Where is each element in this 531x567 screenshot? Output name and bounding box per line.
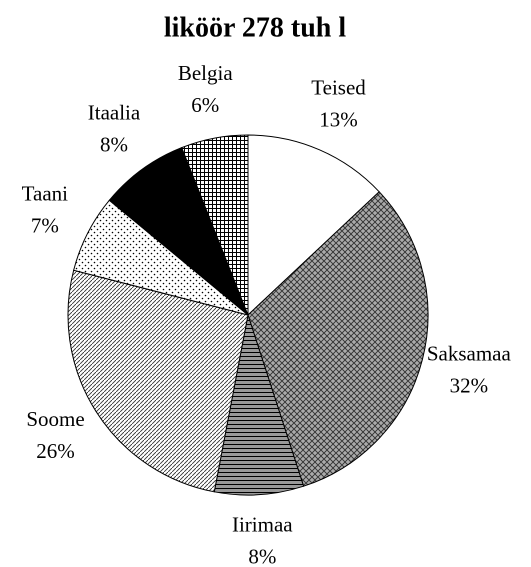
slice-label: Taani [22,181,69,205]
slice-label: Soome [26,407,84,431]
slice-value-label: 13% [319,108,358,132]
pie-slice [213,314,305,496]
pie-slice [108,146,249,316]
slice-label: Belgia [178,61,233,85]
slice-value-label: 32% [450,374,489,398]
chart-title: liköör 278 tuh l [164,12,347,43]
pie-slice [247,191,429,487]
slice-value-label: 7% [31,213,59,237]
pie-slice [67,269,249,493]
slice-label: Teised [311,76,366,100]
slice-value-label: 26% [36,439,75,463]
slice-value-label: 8% [248,544,276,567]
slice-label: Iirimaa [232,512,293,536]
slice-value-label: 8% [100,132,128,156]
slice-value-label: 6% [191,93,219,117]
pie-slice [247,134,380,317]
pie-slice [181,134,249,316]
slice-label: Saksamaa [427,342,512,366]
slice-label: Itaalia [88,100,141,124]
